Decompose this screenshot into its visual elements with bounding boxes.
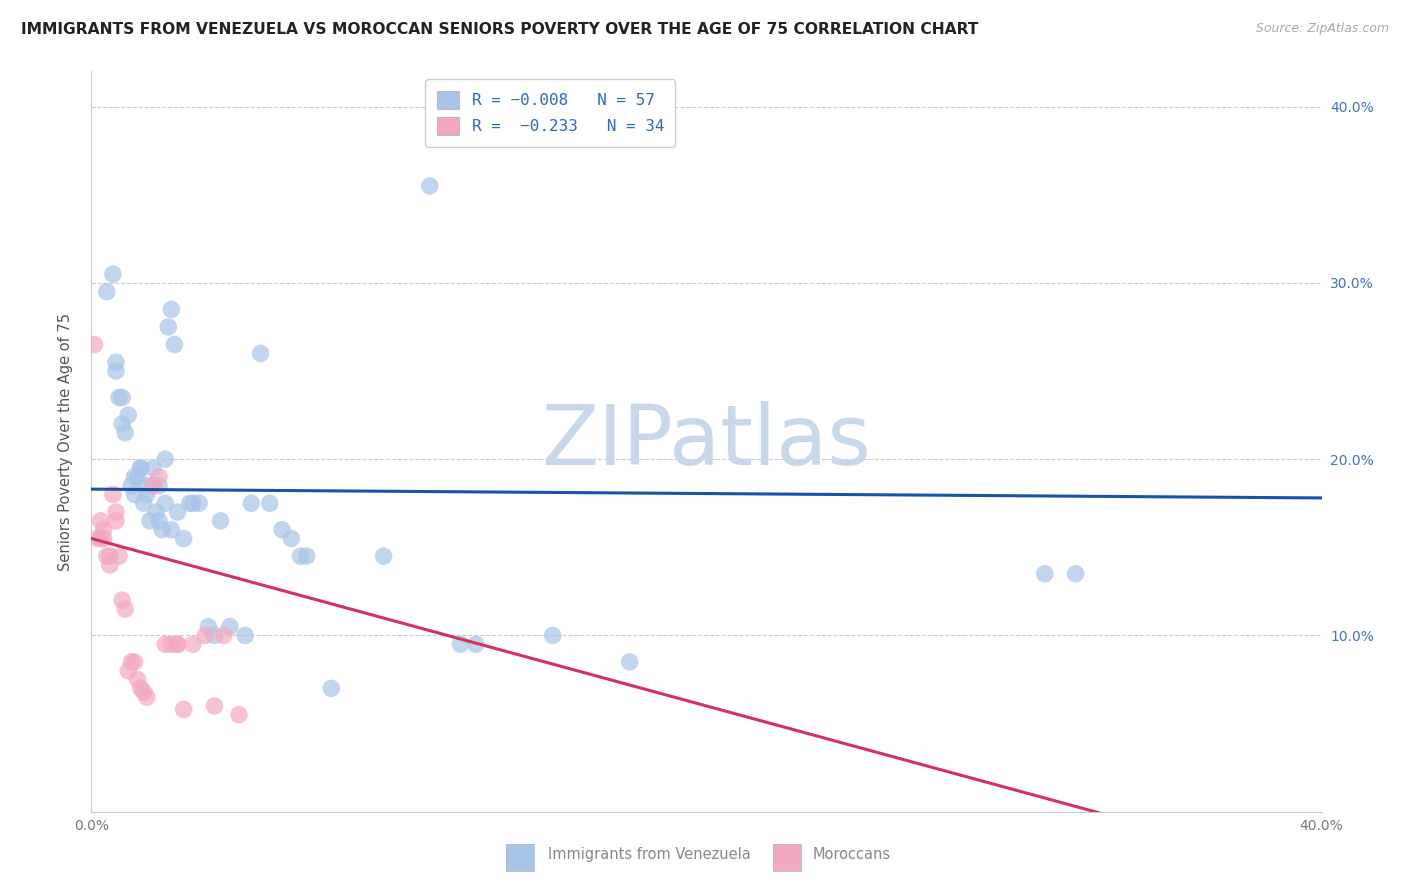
Point: [111, 593, 134, 607]
Point: [290, 549, 312, 563]
Point: [105, 514, 127, 528]
Point: [218, 619, 240, 633]
Point: [271, 523, 294, 537]
Text: IMMIGRANTS FROM VENEZUELA VS MOROCCAN SENIORS POVERTY OVER THE AGE OF 75 CORRELA: IMMIGRANTS FROM VENEZUELA VS MOROCCAN SE…: [21, 22, 979, 37]
Point: [153, 496, 177, 510]
Point: [166, 505, 188, 519]
Point: [142, 461, 165, 475]
Point: [111, 391, 134, 405]
Point: [1033, 566, 1056, 581]
Point: [160, 302, 183, 317]
Point: [117, 408, 139, 422]
Point: [135, 487, 157, 501]
Point: [114, 425, 136, 440]
Point: [111, 417, 134, 431]
Text: Moroccans: Moroccans: [813, 847, 891, 862]
Point: [93, 532, 115, 546]
Point: [117, 664, 139, 678]
Point: [240, 496, 263, 510]
Y-axis label: Seniors Poverty Over the Age of 75: Seniors Poverty Over the Age of 75: [58, 312, 73, 571]
Point: [129, 461, 152, 475]
Point: [135, 478, 157, 492]
Point: [209, 514, 232, 528]
Point: [148, 514, 170, 528]
Point: [228, 707, 250, 722]
Point: [145, 505, 167, 519]
Point: [132, 496, 155, 510]
Point: [194, 628, 217, 642]
Point: [129, 681, 152, 696]
Point: [148, 470, 170, 484]
Point: [139, 514, 162, 528]
Point: [150, 523, 173, 537]
Point: [1064, 566, 1087, 581]
Legend: R = −0.008   N = 57, R =  −0.233   N = 34: R = −0.008 N = 57, R = −0.233 N = 34: [426, 79, 675, 146]
Point: [321, 681, 343, 696]
Point: [202, 698, 225, 713]
Point: [173, 702, 195, 716]
Point: [129, 461, 152, 475]
Point: [233, 628, 256, 642]
Point: [449, 637, 471, 651]
Point: [419, 178, 441, 193]
Point: [541, 628, 564, 642]
Point: [181, 637, 204, 651]
Point: [188, 496, 211, 510]
Point: [108, 391, 131, 405]
Point: [124, 470, 146, 484]
Point: [132, 685, 155, 699]
Point: [202, 628, 225, 642]
Text: Source: ZipAtlas.com: Source: ZipAtlas.com: [1256, 22, 1389, 36]
Point: [295, 549, 318, 563]
Point: [101, 267, 124, 281]
Point: [83, 337, 105, 351]
Point: [197, 619, 219, 633]
Text: ZIPatlas: ZIPatlas: [541, 401, 872, 482]
Point: [179, 496, 201, 510]
Point: [108, 549, 131, 563]
Point: [124, 487, 146, 501]
Point: [160, 637, 183, 651]
Point: [120, 655, 142, 669]
Point: [124, 655, 146, 669]
Text: Immigrants from Venezuela: Immigrants from Venezuela: [548, 847, 751, 862]
Point: [249, 346, 271, 360]
Point: [160, 523, 183, 537]
Point: [181, 496, 204, 510]
Point: [120, 478, 142, 492]
Point: [98, 558, 121, 572]
Point: [93, 523, 115, 537]
Point: [163, 337, 186, 351]
Point: [173, 532, 195, 546]
Point: [127, 470, 149, 484]
Point: [153, 637, 177, 651]
Point: [148, 478, 170, 492]
Point: [280, 532, 302, 546]
Point: [142, 478, 165, 492]
Point: [105, 364, 127, 378]
Point: [90, 532, 112, 546]
Point: [142, 478, 165, 492]
Point: [157, 320, 180, 334]
Point: [96, 549, 118, 563]
Point: [212, 628, 235, 642]
Point: [166, 637, 188, 651]
Point: [259, 496, 281, 510]
Point: [96, 285, 118, 299]
Point: [135, 690, 157, 705]
Point: [166, 637, 188, 651]
Point: [86, 532, 108, 546]
Point: [464, 637, 486, 651]
Point: [105, 355, 127, 369]
Point: [90, 514, 112, 528]
Point: [373, 549, 395, 563]
Point: [98, 549, 121, 563]
Point: [619, 655, 641, 669]
Point: [105, 505, 127, 519]
Point: [114, 602, 136, 616]
Point: [153, 452, 177, 467]
Point: [101, 487, 124, 501]
Point: [127, 673, 149, 687]
